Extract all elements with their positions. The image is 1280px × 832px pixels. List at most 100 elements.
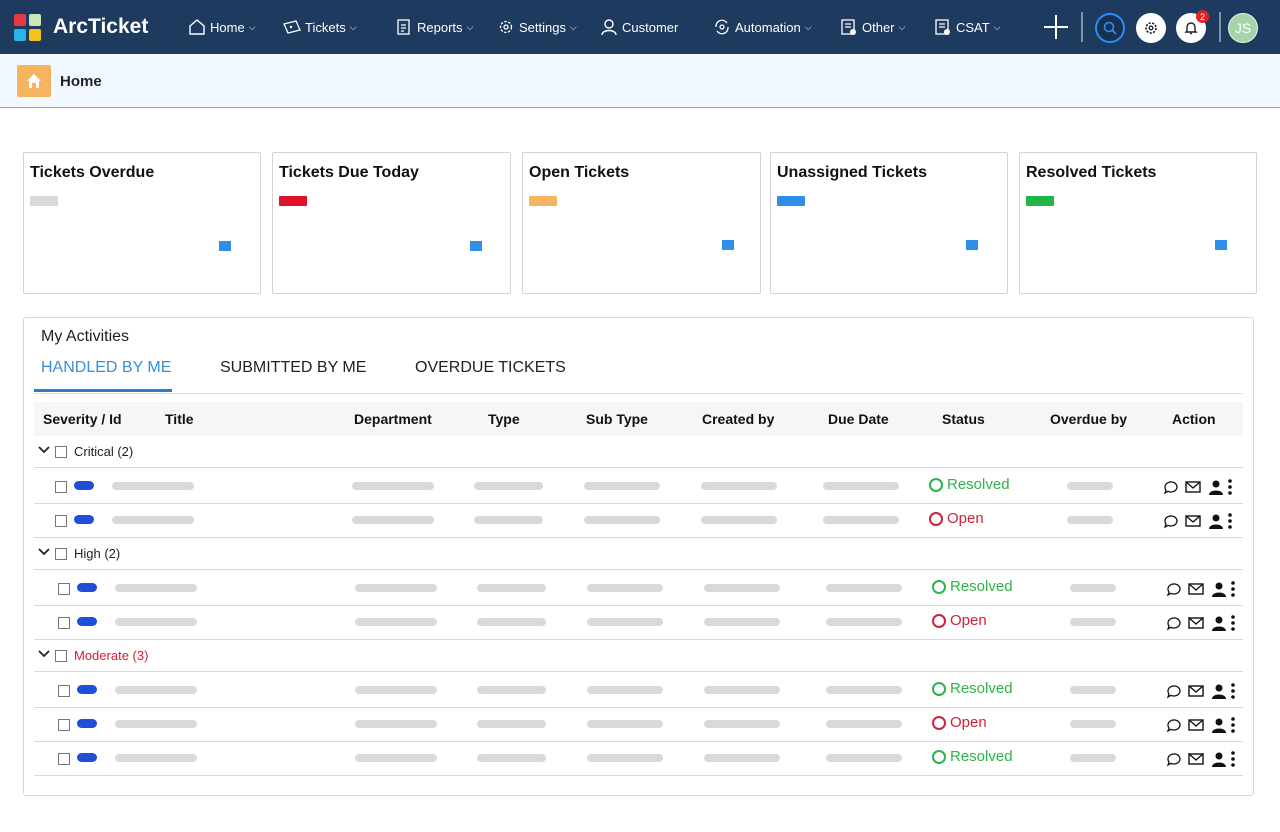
severity-group[interactable]: High (2) — [34, 538, 1243, 570]
tab-overdue-tickets[interactable]: OVERDUE TICKETS — [415, 359, 566, 376]
table-header: Severity / Id Title Department Type Sub … — [34, 402, 1243, 436]
stat-card-due-today[interactable]: Tickets Due Today — [272, 152, 511, 294]
brand-logo[interactable] — [14, 14, 42, 42]
ticket-id-pill[interactable] — [77, 753, 97, 762]
row-checkbox[interactable] — [58, 685, 70, 697]
row-checkbox[interactable] — [58, 583, 70, 595]
stat-card-resolved[interactable]: Resolved Tickets — [1019, 152, 1257, 294]
mail-icon[interactable] — [1187, 614, 1205, 632]
assign-user-icon[interactable] — [1207, 478, 1225, 496]
nav-automation[interactable]: Automation ⌵ — [712, 0, 812, 54]
nav-csat[interactable]: CSAT ⌵ — [933, 0, 1001, 54]
assign-user-icon[interactable] — [1210, 716, 1228, 734]
tab-handled-by-me[interactable]: HANDLED BY ME — [41, 359, 172, 376]
assign-user-icon[interactable] — [1207, 512, 1225, 530]
add-new-icon[interactable] — [1044, 15, 1068, 39]
column-header[interactable]: Department — [354, 411, 432, 427]
table-row[interactable]: Resolved — [34, 572, 1243, 606]
table-row[interactable]: Open — [34, 504, 1243, 538]
mail-icon[interactable] — [1187, 580, 1205, 598]
column-header[interactable]: Severity / Id — [43, 411, 122, 427]
assign-user-icon[interactable] — [1210, 750, 1228, 768]
search-button[interactable] — [1095, 13, 1125, 43]
nav-tickets[interactable]: Tickets ⌵ — [282, 0, 357, 54]
comment-icon[interactable] — [1162, 478, 1180, 496]
chevron-down-icon[interactable] — [37, 545, 51, 559]
group-label: Moderate (3) — [74, 648, 149, 663]
placeholder-text — [584, 482, 660, 490]
row-checkbox[interactable] — [55, 481, 67, 493]
column-header[interactable]: Overdue by — [1050, 411, 1128, 427]
card-color-bar — [30, 196, 58, 206]
card-title: Resolved Tickets — [1026, 164, 1157, 181]
comment-icon[interactable] — [1165, 580, 1183, 598]
stat-card-overdue[interactable]: Tickets Overdue — [23, 152, 261, 294]
placeholder-text — [474, 516, 543, 524]
comment-icon[interactable] — [1162, 512, 1180, 530]
ticket-id-pill[interactable] — [77, 617, 97, 626]
more-options-icon[interactable] — [1225, 478, 1235, 496]
row-checkbox[interactable] — [58, 617, 70, 629]
chevron-down-icon[interactable] — [37, 443, 51, 457]
comment-icon[interactable] — [1165, 682, 1183, 700]
avatar[interactable]: JS — [1228, 13, 1258, 43]
column-header[interactable]: Due Date — [828, 411, 889, 427]
nav-csat-label: CSAT — [956, 19, 990, 35]
ticket-id-pill[interactable] — [77, 685, 97, 694]
stat-card-open[interactable]: Open Tickets — [522, 152, 761, 294]
ticket-id-pill[interactable] — [77, 719, 97, 728]
table-row[interactable]: Resolved — [34, 742, 1243, 776]
severity-group[interactable]: Critical (2) — [34, 436, 1243, 468]
tab-submitted-by-me[interactable]: SUBMITTED BY ME — [220, 359, 367, 376]
severity-group[interactable]: Moderate (3) — [34, 640, 1243, 672]
stat-card-unassigned[interactable]: Unassigned Tickets — [770, 152, 1008, 294]
table-row[interactable]: Resolved — [34, 674, 1243, 708]
column-header[interactable]: Title — [165, 411, 194, 427]
more-options-icon[interactable] — [1228, 580, 1238, 598]
nav-home[interactable]: Home ⌵ — [181, 0, 267, 54]
mail-icon[interactable] — [1187, 750, 1205, 768]
chevron-down-icon[interactable] — [37, 647, 51, 661]
row-checkbox[interactable] — [58, 753, 70, 765]
column-header[interactable]: Sub Type — [586, 411, 648, 427]
settings-button[interactable] — [1136, 13, 1166, 43]
breadcrumb-home-button[interactable] — [17, 65, 51, 97]
mail-icon[interactable] — [1187, 716, 1205, 734]
ticket-id-pill[interactable] — [77, 583, 97, 592]
column-header[interactable]: Type — [488, 411, 520, 427]
status-label: Open — [950, 714, 987, 731]
row-checkbox[interactable] — [55, 515, 67, 527]
more-options-icon[interactable] — [1225, 512, 1235, 530]
more-options-icon[interactable] — [1228, 682, 1238, 700]
assign-user-icon[interactable] — [1210, 614, 1228, 632]
more-options-icon[interactable] — [1228, 750, 1238, 768]
table-row[interactable]: Resolved — [34, 470, 1243, 504]
nav-reports[interactable]: Reports ⌵ — [394, 0, 473, 54]
group-checkbox[interactable] — [55, 446, 67, 458]
ticket-id-pill[interactable] — [74, 481, 94, 490]
mail-icon[interactable] — [1184, 512, 1202, 530]
nav-settings[interactable]: Settings ⌵ — [496, 0, 577, 54]
nav-reports-label: Reports — [417, 19, 463, 35]
column-header[interactable]: Created by — [702, 411, 775, 427]
table-row[interactable]: Open — [34, 708, 1243, 742]
group-checkbox[interactable] — [55, 650, 67, 662]
nav-other[interactable]: Other ⌵ — [839, 0, 905, 54]
table-row[interactable]: Open — [34, 606, 1243, 640]
assign-user-icon[interactable] — [1210, 682, 1228, 700]
comment-icon[interactable] — [1165, 750, 1183, 768]
row-checkbox[interactable] — [58, 719, 70, 731]
more-options-icon[interactable] — [1228, 716, 1238, 734]
nav-customer[interactable]: Customer — [599, 0, 678, 54]
group-checkbox[interactable] — [55, 548, 67, 560]
ticket-id-pill[interactable] — [74, 515, 94, 524]
mail-icon[interactable] — [1184, 478, 1202, 496]
placeholder-text — [826, 686, 902, 694]
comment-icon[interactable] — [1165, 716, 1183, 734]
mail-icon[interactable] — [1187, 682, 1205, 700]
comment-icon[interactable] — [1165, 614, 1183, 632]
more-options-icon[interactable] — [1228, 614, 1238, 632]
column-header[interactable]: Action — [1172, 411, 1216, 427]
column-header[interactable]: Status — [942, 411, 985, 427]
assign-user-icon[interactable] — [1210, 580, 1228, 598]
